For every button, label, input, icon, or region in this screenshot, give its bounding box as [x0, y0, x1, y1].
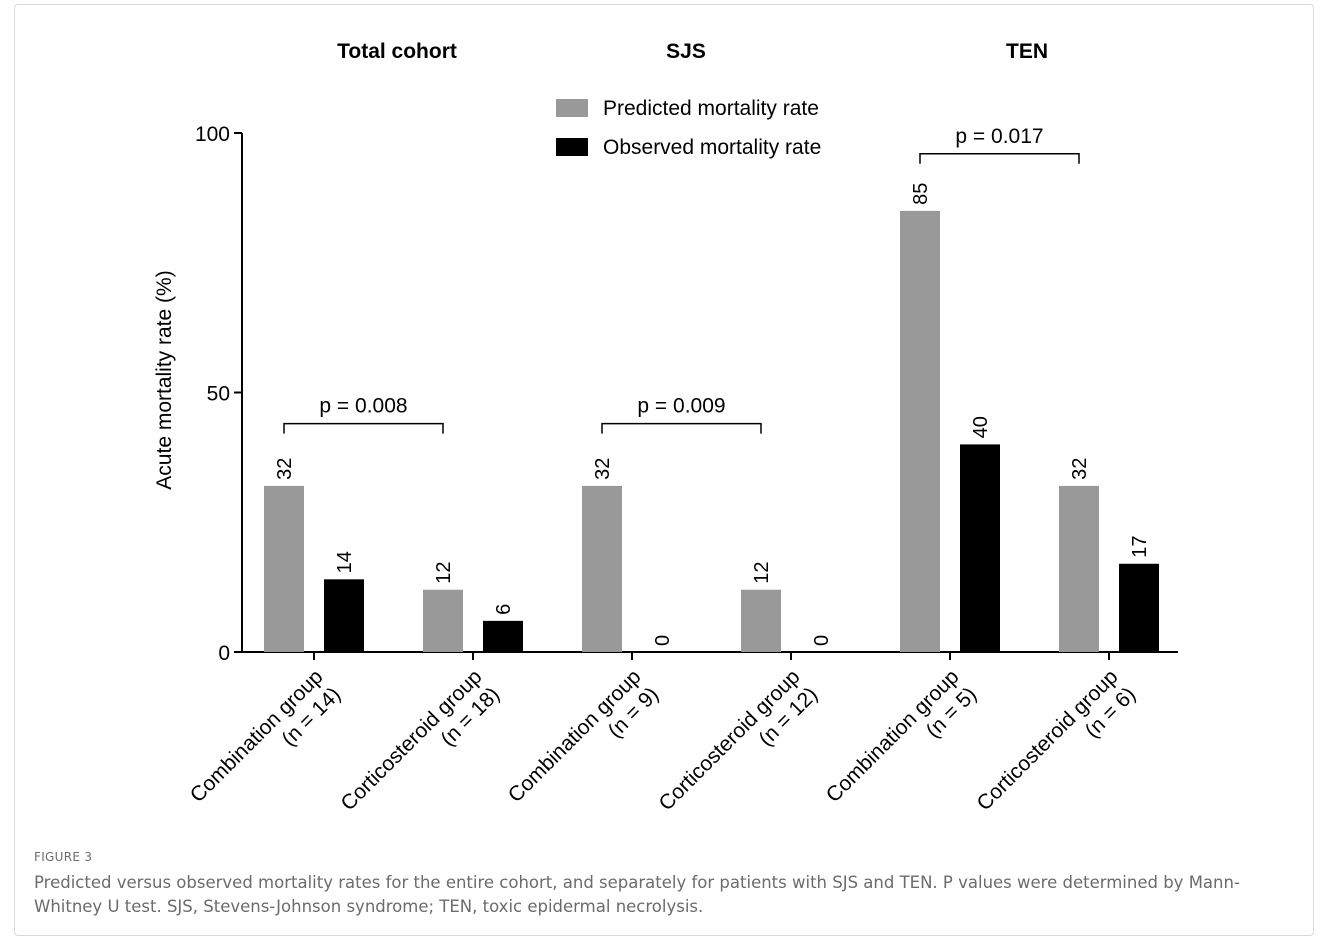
- observed-bar: [1119, 563, 1159, 652]
- y-axis-label: Acute mortality rate (%): [153, 270, 176, 489]
- panel-title: SJS: [666, 40, 706, 63]
- panel-title: Total cohort: [337, 40, 457, 63]
- bar-value-label: 32: [1069, 458, 1091, 480]
- predicted-bar: [423, 589, 463, 652]
- bar-value-label: 12: [751, 561, 773, 583]
- legend-label: Observed mortality rate: [603, 136, 821, 159]
- legend-label: Predicted mortality rate: [603, 97, 819, 120]
- category-label: Combination group(n = 14): [186, 665, 345, 824]
- bar-value-label: 32: [274, 458, 296, 480]
- predicted-bar: [900, 210, 940, 652]
- significance-bracket: [283, 422, 444, 434]
- y-tick-label: 100: [195, 123, 230, 146]
- category-label-line: Corticosteroid group: [973, 665, 1123, 815]
- panel-title: TEN: [1006, 40, 1048, 63]
- bar-value-label: 6: [493, 604, 515, 615]
- significance-bracket: [919, 153, 1080, 164]
- bar-value-label: 40: [970, 416, 992, 438]
- bar-value-label: 12: [433, 561, 455, 583]
- category-label: Corticosteroid group(n = 6): [973, 665, 1141, 833]
- bar-chart: Total cohort SJS TEN 0 50 100 Acute mortality …: [153, 40, 1178, 833]
- legend-swatch-observed: [556, 138, 588, 156]
- legend-swatch-predicted: [556, 99, 588, 117]
- p-value-label: p = 0.008: [319, 395, 407, 418]
- bar-value-label: 0: [811, 635, 833, 646]
- figure-card: [14, 4, 1314, 936]
- observed-bar: [960, 444, 1000, 652]
- figure-label: FIGURE 3: [34, 850, 93, 864]
- bar-value-label: 17: [1129, 536, 1151, 558]
- bar-value-label: 0: [652, 635, 674, 646]
- p-value-label: p = 0.009: [637, 395, 725, 418]
- predicted-bar: [582, 485, 622, 652]
- observed-bar: [483, 620, 523, 652]
- category-label: Corticosteroid group(n = 18): [337, 665, 505, 833]
- category-label: Combination group(n = 5): [822, 665, 981, 824]
- category-label: Corticosteroid group(n = 12): [655, 665, 823, 833]
- category-label-line: Corticosteroid group: [337, 665, 487, 815]
- bar-value-label: 14: [334, 551, 356, 573]
- bar-value-label: 85: [910, 183, 932, 205]
- observed-bar: [324, 579, 364, 652]
- y-tick-label: 50: [207, 383, 230, 406]
- predicted-bar: [1059, 485, 1099, 652]
- predicted-bar: [741, 589, 781, 652]
- y-tick-label: 0: [218, 642, 230, 665]
- p-value-label: p = 0.017: [955, 125, 1043, 148]
- category-label: Combination group(n = 9): [504, 665, 663, 824]
- figure-caption: Predicted versus observed mortality rate…: [34, 873, 1240, 916]
- bar-value-label: 32: [592, 458, 614, 480]
- category-label-line: Corticosteroid group: [655, 665, 805, 815]
- predicted-bar: [264, 485, 304, 652]
- significance-bracket: [601, 422, 762, 434]
